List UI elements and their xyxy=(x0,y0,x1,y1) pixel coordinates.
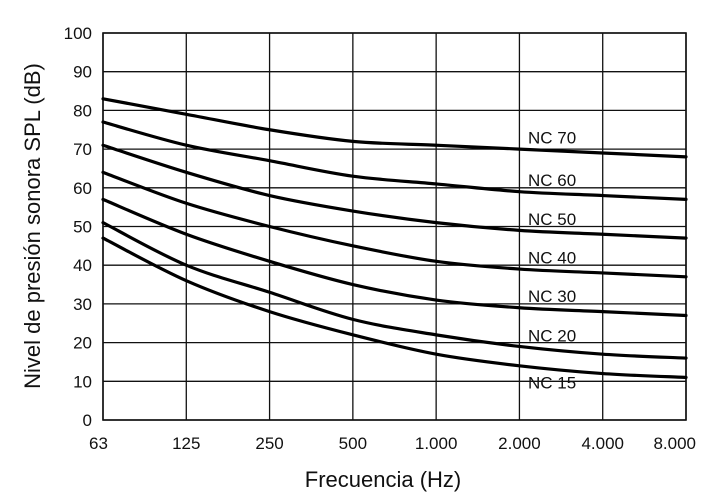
curve-nc-40 xyxy=(101,170,688,279)
plot-frame xyxy=(102,32,687,421)
curve-nc-20 xyxy=(101,221,688,360)
y-tick-label: 50 xyxy=(73,218,92,237)
y-tick-label: 70 xyxy=(73,140,92,159)
y-tick-label: 0 xyxy=(83,411,92,430)
x-tick-label: 4.000 xyxy=(581,434,624,453)
curve-label-nc-50: NC 50 xyxy=(528,210,576,229)
curve-label-nc-40: NC 40 xyxy=(528,248,576,267)
x-tick-label: 8.000 xyxy=(653,434,696,453)
x-tick-label: 500 xyxy=(339,434,367,453)
x-axis-title: Frecuencia (Hz) xyxy=(305,467,461,492)
curve-label-nc-30: NC 30 xyxy=(528,287,576,306)
y-tick-label: 20 xyxy=(73,334,92,353)
x-tick-labels: 63 125 250 500 1.000 2.000 4.000 8.000 xyxy=(89,434,696,453)
y-tick-labels: 0 10 20 30 40 50 60 70 80 90 100 xyxy=(64,24,92,430)
curve-nc-30 xyxy=(101,197,688,318)
x-tick-label: 125 xyxy=(172,434,200,453)
y-tick-label: 80 xyxy=(73,101,92,120)
x-tick-label: 2.000 xyxy=(498,434,541,453)
y-tick-label: 10 xyxy=(73,372,92,391)
y-tick-label: 40 xyxy=(73,256,92,275)
y-tick-label: 90 xyxy=(73,63,92,82)
curve-label-nc-60: NC 60 xyxy=(528,171,576,190)
y-tick-label: 60 xyxy=(73,179,92,198)
curve-label-nc-70: NC 70 xyxy=(528,128,576,147)
x-tick-label: 1.000 xyxy=(415,434,458,453)
x-tick-label: 63 xyxy=(89,434,108,453)
y-tick-label: 100 xyxy=(64,24,92,43)
curves xyxy=(101,97,688,380)
grid xyxy=(102,32,687,421)
curve-nc-70 xyxy=(101,97,688,159)
curve-nc-15 xyxy=(101,236,688,380)
y-tick-label: 30 xyxy=(73,295,92,314)
curve-labels: NC 70 NC 60 NC 50 NC 40 NC 30 NC 20 NC 15 xyxy=(528,128,576,392)
curve-label-nc-20: NC 20 xyxy=(528,326,576,345)
y-axis-title: Nivel de presión sonora SPL (dB) xyxy=(20,63,45,389)
curve-label-nc-15: NC 15 xyxy=(528,374,576,393)
x-tick-label: 250 xyxy=(255,434,283,453)
curve-nc-60 xyxy=(101,120,688,202)
curve-nc-50 xyxy=(101,143,688,240)
